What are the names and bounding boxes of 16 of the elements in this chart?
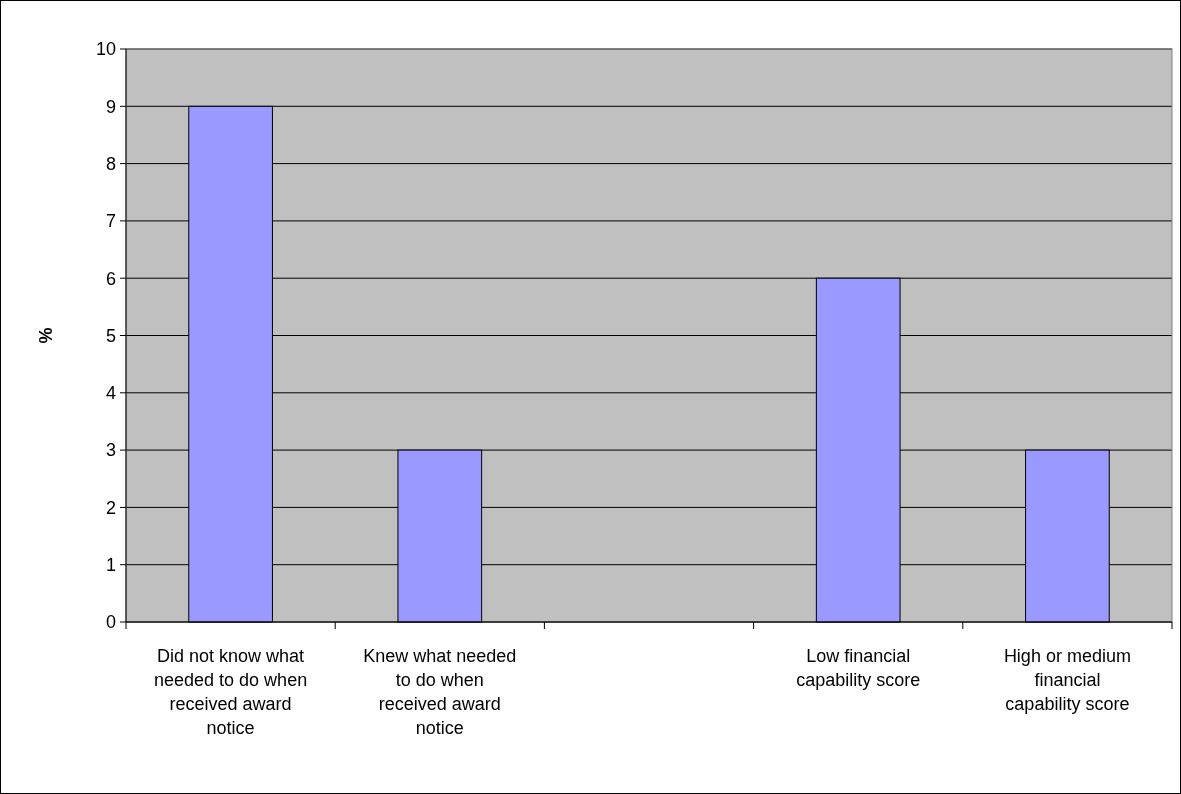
x-tick-label: Knew what needed to do when received award notice bbox=[363, 646, 517, 738]
y-axis-title: % bbox=[36, 327, 56, 344]
y-tick-label: 8 bbox=[105, 153, 116, 174]
y-tick-label: 6 bbox=[105, 268, 116, 289]
y-tick-label: 0 bbox=[105, 612, 116, 633]
x-tick-label: Low financial capability score bbox=[796, 646, 921, 690]
y-tick-label: 10 bbox=[95, 39, 116, 60]
y-tick-label: 4 bbox=[105, 383, 116, 404]
y-tick-label: 1 bbox=[105, 555, 116, 575]
x-tick-label: Did not know what needed to do when received award notice bbox=[154, 646, 308, 738]
x-tick-label: High or medium financial capability score bbox=[1003, 646, 1131, 714]
y-tick-label: 9 bbox=[105, 96, 116, 117]
y-tick-label: 7 bbox=[105, 211, 116, 232]
y-tick-label: 2 bbox=[105, 497, 116, 518]
y-tick-label: 3 bbox=[105, 440, 116, 461]
y-tick-label: 5 bbox=[105, 325, 116, 346]
